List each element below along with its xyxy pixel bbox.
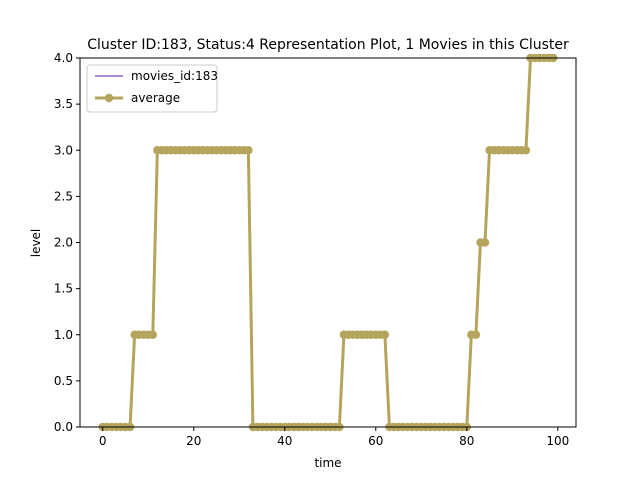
x-axis: 0 20 40 60 80 100 xyxy=(99,427,569,448)
y-tick-label: 3.0 xyxy=(54,143,73,157)
y-axis-label: level xyxy=(29,229,43,258)
chart-title: Cluster ID:183, Status:4 Representation … xyxy=(87,37,569,53)
x-tick-label: 100 xyxy=(546,434,569,448)
data-point xyxy=(380,330,390,339)
y-tick-label: 1.5 xyxy=(54,282,73,296)
x-tick-label: 0 xyxy=(99,434,107,448)
y-axis: 0.0 0.5 1.0 1.5 2.0 2.5 3.0 3.5 4.0 xyxy=(54,51,80,434)
legend-entry: movies_id:183 xyxy=(131,69,218,83)
data-point xyxy=(471,330,481,339)
y-tick-label: 1.0 xyxy=(54,328,73,342)
x-axis-label: time xyxy=(314,456,341,470)
x-tick-label: 20 xyxy=(186,434,201,448)
plot-area xyxy=(80,58,576,427)
x-tick-label: 40 xyxy=(277,434,292,448)
y-tick-label: 3.5 xyxy=(54,97,73,111)
legend-entry: average xyxy=(131,91,180,105)
y-tick-label: 0.0 xyxy=(54,420,73,434)
legend-marker xyxy=(104,93,114,103)
y-tick-label: 2.5 xyxy=(54,189,73,203)
data-point xyxy=(148,330,158,339)
y-tick-label: 4.0 xyxy=(54,51,73,65)
x-tick-label: 60 xyxy=(368,434,383,448)
y-tick-label: 0.5 xyxy=(54,374,73,388)
data-point xyxy=(521,146,531,155)
data-point xyxy=(480,238,490,247)
y-tick-label: 2.0 xyxy=(54,236,73,250)
x-tick-label: 80 xyxy=(459,434,474,448)
data-point xyxy=(244,146,253,155)
